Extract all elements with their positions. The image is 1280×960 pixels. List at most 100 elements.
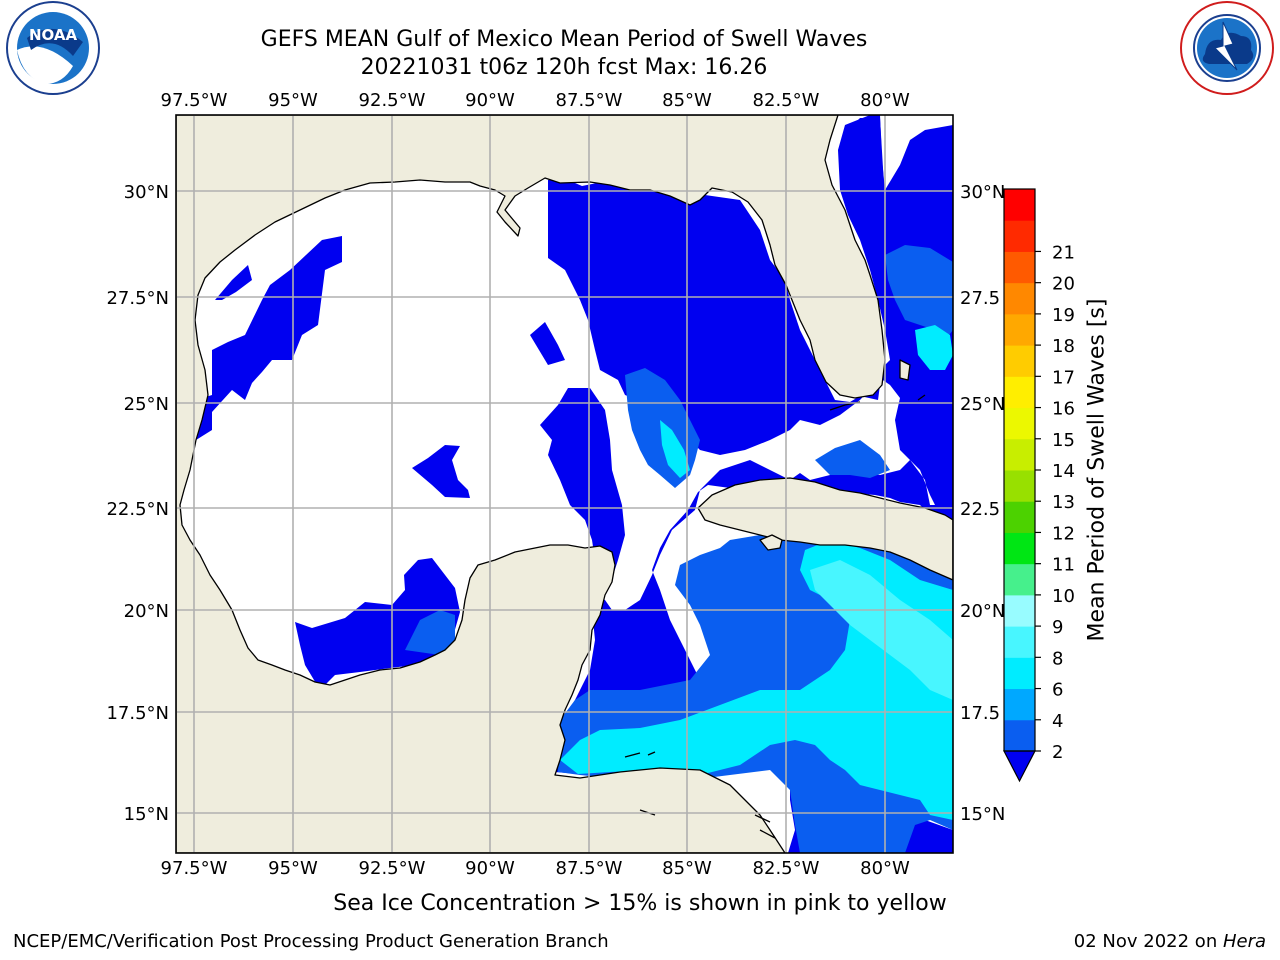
lon-label-bottom: 97.5°W bbox=[161, 858, 228, 879]
colorbar-segment bbox=[1004, 594, 1035, 627]
lat-label-right: 20°N bbox=[960, 601, 1005, 622]
colorbar: 2 4 6 8 9 10 11 12 13 14 15 16 17 18 19 20 21 bbox=[1003, 188, 1075, 783]
lon-label-top: 92.5°W bbox=[359, 90, 426, 111]
colorbar-tick-label: 16 bbox=[1052, 399, 1075, 420]
colorbar-tick-label: 2 bbox=[1052, 742, 1063, 763]
lon-label-top: 90°W bbox=[465, 90, 515, 111]
lat-label-left: 22.5°N bbox=[106, 499, 169, 520]
land-bahamas bbox=[899, 359, 911, 381]
lat-label-left: 20°N bbox=[124, 601, 169, 622]
colorbar-segment bbox=[1004, 251, 1035, 284]
colorbar-tick-label: 9 bbox=[1052, 617, 1063, 638]
colorbar-tick-label: 21 bbox=[1052, 242, 1075, 263]
colorbar-segment bbox=[1004, 438, 1035, 471]
colorbar-segment bbox=[1004, 220, 1035, 252]
colorbar-tick-label: 15 bbox=[1052, 430, 1075, 451]
colorbar-segment bbox=[1004, 563, 1035, 596]
cyan-region-atlantic bbox=[915, 325, 953, 370]
noaa-logo: NOAA bbox=[6, 1, 100, 95]
sea-ice-note: Sea Ice Concentration > 15% is shown in … bbox=[333, 891, 947, 916]
colorbar-label: Mean Period of Swell Waves [s] bbox=[1084, 298, 1110, 642]
blue-region-florida-straits bbox=[815, 440, 890, 478]
footer-date-text: 02 Nov 2022 on bbox=[1073, 931, 1223, 952]
lon-label-bottom: 87.5°W bbox=[556, 858, 623, 879]
footer-date: 02 Nov 2022 on Hera bbox=[1074, 931, 1266, 952]
lon-label-top: 95°W bbox=[268, 90, 318, 111]
lat-label-left: 15°N bbox=[124, 804, 169, 825]
colorbar-tick-label: 18 bbox=[1052, 336, 1075, 357]
colorbar-tick-label: 6 bbox=[1052, 680, 1063, 701]
colorbar-tick-label: 4 bbox=[1052, 711, 1063, 732]
lat-label-left: 17.5°N bbox=[106, 703, 169, 724]
lat-labels-left: 30°N 27.5°N 25°N 22.5°N 20°N 17.5°N 15°N bbox=[106, 182, 169, 825]
lat-label-right: 27.5 bbox=[960, 288, 1000, 309]
colorbar-tick-label: 19 bbox=[1052, 305, 1075, 326]
map-frame bbox=[175, 114, 954, 854]
blue-region-campeche-small bbox=[405, 610, 455, 655]
lon-label-top: 82.5°W bbox=[753, 90, 820, 111]
dark-blue-region-cuba-e bbox=[848, 118, 884, 190]
dark-blue-region-nw bbox=[215, 265, 252, 300]
light-cyan-region-caribbean bbox=[810, 560, 953, 700]
land-masses bbox=[176, 115, 953, 853]
colorbar-segment bbox=[1004, 688, 1035, 721]
colorbar-segment bbox=[1004, 470, 1035, 502]
dark-blue-region-loop bbox=[540, 388, 625, 595]
lat-labels-right: 30°N 27.5 25°N 22.5 20°N 17.5 15°N bbox=[960, 182, 1005, 825]
colorbar-segment bbox=[1004, 376, 1035, 409]
colorbar-segment bbox=[1004, 345, 1035, 377]
chart-subtitle: 20221031 t06z 120h fcst Max: 16.26 bbox=[360, 55, 768, 80]
colorbar-segment bbox=[1004, 657, 1035, 690]
lon-label-bottom: 90°W bbox=[465, 858, 515, 879]
lon-label-bottom: 92.5°W bbox=[359, 858, 426, 879]
colorbar-tick-label: 14 bbox=[1052, 461, 1075, 482]
colorbar-segment bbox=[1004, 282, 1035, 315]
lat-label-left: 30°N bbox=[124, 182, 169, 203]
colorbar-segment bbox=[1004, 407, 1035, 440]
svg-text:NOAA: NOAA bbox=[29, 26, 78, 44]
lat-label-right: 25°N bbox=[960, 394, 1005, 415]
lon-label-top: 85°W bbox=[662, 90, 712, 111]
lon-label-bottom: 80°W bbox=[860, 858, 910, 879]
colorbar-segment bbox=[1004, 532, 1035, 565]
nws-logo bbox=[1180, 1, 1274, 95]
colorbar-tick-label: 12 bbox=[1052, 523, 1075, 544]
lon-label-bottom: 85°W bbox=[662, 858, 712, 879]
lon-label-bottom: 95°W bbox=[268, 858, 318, 879]
lon-label-top: 80°W bbox=[860, 90, 910, 111]
colorbar-segment bbox=[1004, 719, 1035, 752]
colorbar-tick-label: 17 bbox=[1052, 367, 1075, 388]
footer-branch: NCEP/EMC/Verification Post Processing Pr… bbox=[13, 931, 609, 952]
colorbar-tick-label: 13 bbox=[1052, 492, 1075, 513]
lat-label-right: 30°N bbox=[960, 182, 1005, 203]
graticule bbox=[176, 115, 953, 853]
colorbar-tick-label: 8 bbox=[1052, 648, 1063, 669]
colorbar-segment bbox=[1004, 501, 1035, 533]
colorbar-segment bbox=[1004, 189, 1035, 221]
colorbar-tick-label: 20 bbox=[1052, 274, 1075, 295]
colorbar-segment bbox=[1004, 626, 1035, 658]
lat-label-right: 22.5 bbox=[960, 499, 1000, 520]
colorbar-under-arrow bbox=[1003, 750, 1036, 783]
blue-region-atlantic bbox=[885, 245, 953, 340]
dark-blue-region-central bbox=[412, 445, 470, 498]
lat-label-right: 17.5 bbox=[960, 703, 1000, 724]
dark-blue-region-bay-campeche bbox=[295, 558, 460, 690]
colorbar-tick-label: 10 bbox=[1052, 586, 1075, 607]
lon-label-top: 97.5°W bbox=[161, 90, 228, 111]
lon-labels-bottom: 97.5°W 95°W 92.5°W 90°W 87.5°W 85°W 82.5°W 80°W bbox=[161, 858, 910, 879]
chart-title: GEFS MEAN Gulf of Mexico Mean Period of … bbox=[260, 27, 868, 52]
lat-label-left: 27.5°N bbox=[106, 288, 169, 309]
colorbar-segment bbox=[1004, 313, 1035, 346]
lon-label-bottom: 82.5°W bbox=[753, 858, 820, 879]
lon-label-top: 87.5°W bbox=[556, 90, 623, 111]
footer-host: Hera bbox=[1222, 931, 1266, 952]
colorbar-tick-label: 11 bbox=[1052, 555, 1075, 576]
land-north-america bbox=[176, 115, 886, 853]
dark-blue-region-west bbox=[196, 236, 342, 440]
lon-labels-top: 97.5°W 95°W 92.5°W 90°W 87.5°W 85°W 82.5°W 80°W bbox=[161, 90, 910, 111]
lat-label-right: 15°N bbox=[960, 804, 1005, 825]
land-isla-juventud bbox=[759, 534, 783, 551]
lat-label-left: 25°N bbox=[124, 394, 169, 415]
